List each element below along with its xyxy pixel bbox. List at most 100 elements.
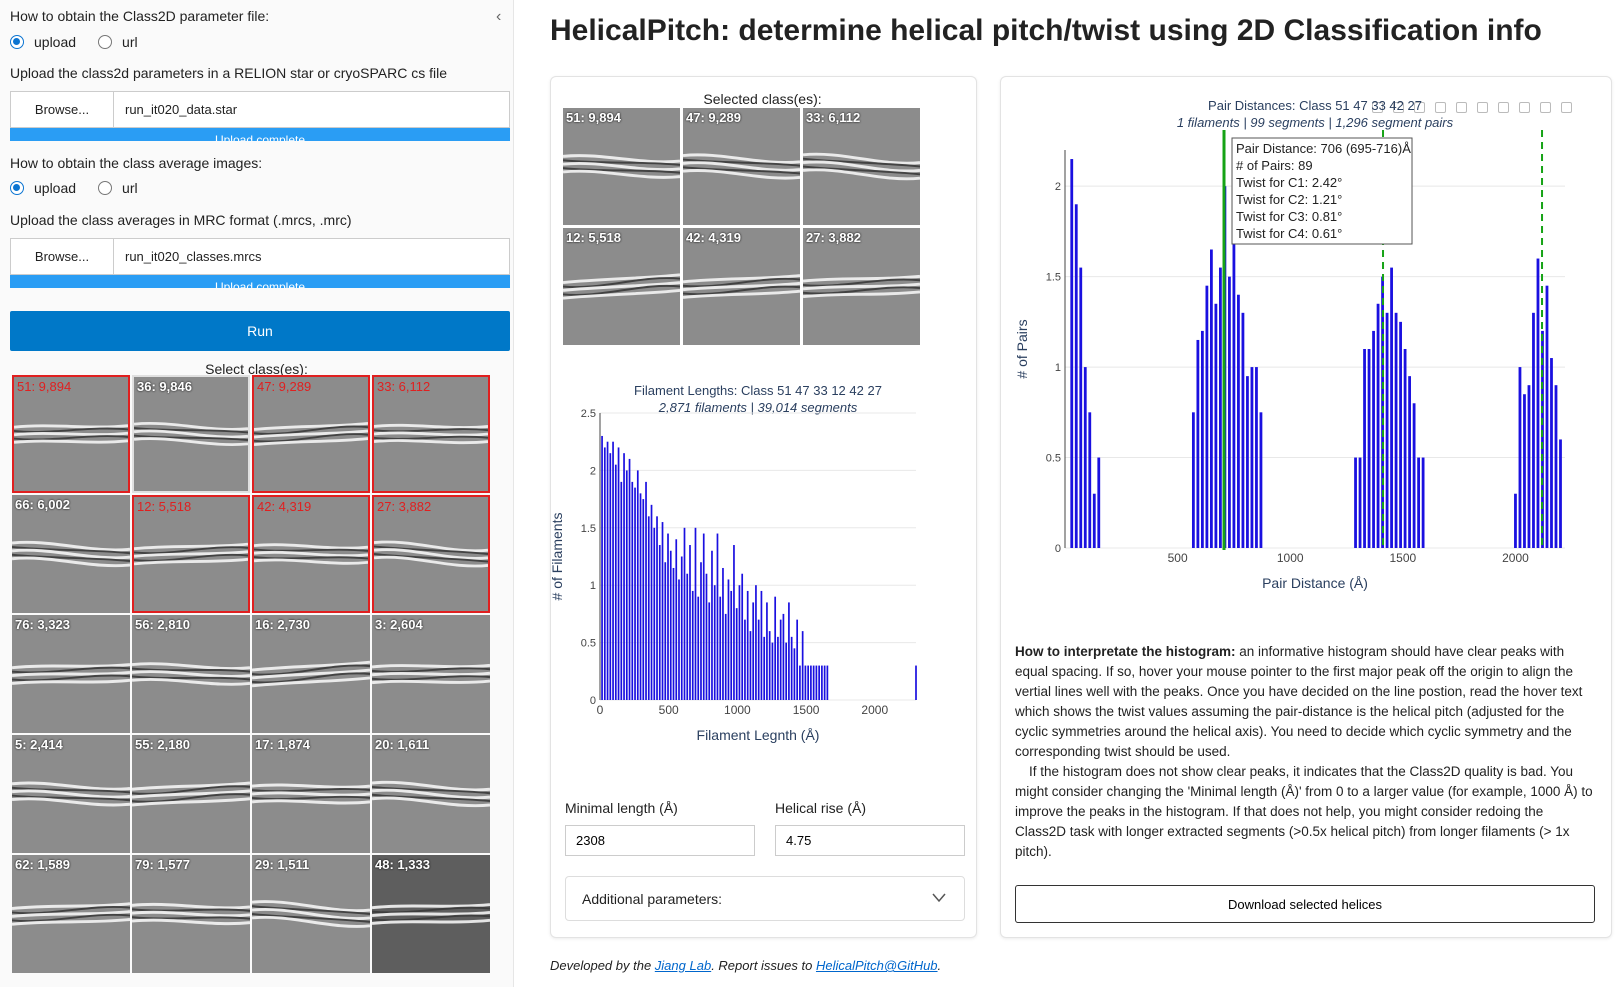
histogram-bar[interactable] <box>1083 367 1087 548</box>
histogram-bar[interactable] <box>733 545 735 700</box>
histogram-bar[interactable] <box>675 539 678 700</box>
box-select-icon[interactable] <box>1435 102 1446 113</box>
histogram-bar[interactable] <box>1399 321 1402 548</box>
histogram-bar[interactable] <box>625 470 628 700</box>
class-thumbnail[interactable]: 36: 9,846 <box>132 375 250 493</box>
class-thumbnail[interactable]: 3: 2,604 <box>372 615 490 733</box>
histogram-bar[interactable] <box>790 636 793 700</box>
histogram-bar[interactable] <box>1354 457 1357 548</box>
class-thumbnail[interactable]: 62: 1,589 <box>12 855 130 973</box>
histogram-bar[interactable] <box>777 636 779 700</box>
histogram-bar[interactable] <box>1527 385 1531 548</box>
histogram-bar[interactable] <box>1545 285 1549 548</box>
class-browse-button[interactable]: Browse... <box>11 239 114 274</box>
histogram-bar[interactable] <box>711 550 713 700</box>
histogram-bar[interactable] <box>1559 439 1562 548</box>
histogram-bar[interactable] <box>1079 267 1083 548</box>
additional-parameters-accordion[interactable]: Additional parameters: <box>565 876 965 921</box>
histogram-bar[interactable] <box>1214 303 1218 548</box>
jiang-lab-link[interactable]: Jiang Lab <box>654 958 712 973</box>
histogram-bar[interactable] <box>1237 294 1240 548</box>
class-thumbnail[interactable]: 20: 1,611 <box>372 735 490 853</box>
class-thumbnail[interactable]: 76: 3,323 <box>12 615 130 733</box>
histogram-bar[interactable] <box>606 441 609 700</box>
histogram-bar[interactable] <box>1191 412 1195 548</box>
histogram-bar[interactable] <box>623 453 625 700</box>
histogram-bar[interactable] <box>1541 330 1544 548</box>
class-thumbnail[interactable]: 48: 1,333 <box>372 855 490 973</box>
histogram-bar[interactable] <box>785 642 788 700</box>
histogram-bar[interactable] <box>708 602 711 700</box>
class-thumbnail[interactable]: 33: 6,112 <box>372 375 490 493</box>
histogram-bar[interactable] <box>1228 276 1231 548</box>
histogram-bar[interactable] <box>658 545 661 700</box>
histogram-bar[interactable] <box>744 619 746 700</box>
histogram-bar[interactable] <box>689 545 691 700</box>
histogram-bar[interactable] <box>752 602 755 700</box>
histogram-bar[interactable] <box>1092 493 1096 548</box>
histogram-bar[interactable] <box>631 481 634 700</box>
histogram-bar[interactable] <box>620 481 623 700</box>
class-thumbnail[interactable]: 56: 2,810 <box>132 615 250 733</box>
histogram-bar[interactable] <box>1412 403 1416 548</box>
class-thumbnail[interactable]: 12: 5,518 <box>132 495 250 613</box>
class-thumbnail[interactable]: 51: 9,894 <box>12 375 130 493</box>
histogram-bar[interactable] <box>1255 367 1258 548</box>
histogram-bar[interactable] <box>614 464 617 700</box>
histogram-bar[interactable] <box>1518 367 1522 548</box>
histogram-bar[interactable] <box>691 590 694 700</box>
min-length-input[interactable] <box>565 825 755 856</box>
class-thumbnail[interactable]: 27: 3,882 <box>372 495 490 613</box>
histogram-bar[interactable] <box>628 458 631 700</box>
histogram-bar[interactable] <box>738 585 741 700</box>
histogram-bar[interactable] <box>1376 303 1380 548</box>
histogram-bar[interactable] <box>771 642 774 700</box>
lasso-icon[interactable] <box>1456 102 1467 113</box>
histogram-bar[interactable] <box>768 631 771 700</box>
reset-axes-icon[interactable] <box>1540 102 1551 113</box>
histogram-bar[interactable] <box>810 665 812 700</box>
histogram-bar[interactable] <box>755 585 757 700</box>
class-thumbnail[interactable]: 5: 2,414 <box>12 735 130 853</box>
histogram-bar[interactable] <box>766 602 768 700</box>
histogram-bar[interactable] <box>697 596 700 700</box>
histogram-bar[interactable] <box>1363 349 1366 548</box>
histogram-bar[interactable] <box>656 516 658 700</box>
histogram-bar[interactable] <box>1403 349 1407 548</box>
histogram-bar[interactable] <box>1196 339 1200 548</box>
histogram-bar[interactable] <box>683 527 686 700</box>
histogram-bar[interactable] <box>686 573 689 700</box>
histogram-bar[interactable] <box>746 590 749 700</box>
histogram-bar[interactable] <box>1358 457 1362 548</box>
histogram-bar[interactable] <box>722 567 724 700</box>
histogram-bar[interactable] <box>1408 376 1411 548</box>
plotly-logo-icon[interactable] <box>1561 102 1572 113</box>
class-thumbnail[interactable]: 79: 1,577 <box>132 855 250 973</box>
histogram-bar[interactable] <box>1421 457 1425 548</box>
histogram-bar[interactable] <box>603 447 606 700</box>
histogram-bar[interactable] <box>1394 312 1398 548</box>
histogram-bar[interactable] <box>667 533 669 700</box>
histogram-bar[interactable] <box>650 504 653 700</box>
histogram-bar[interactable] <box>1200 330 1204 548</box>
class-upload-radio[interactable]: upload <box>10 180 76 196</box>
histogram-bar[interactable] <box>653 527 656 700</box>
histogram-bar[interactable] <box>735 608 738 700</box>
histogram-bar[interactable] <box>799 665 801 700</box>
histogram-bar[interactable] <box>1205 285 1209 548</box>
histogram-bar[interactable] <box>1232 231 1236 548</box>
class-thumbnail[interactable]: 16: 2,730 <box>252 615 370 733</box>
histogram-bar[interactable] <box>661 522 664 700</box>
class-thumbnail[interactable]: 47: 9,289 <box>252 375 370 493</box>
histogram-bar[interactable] <box>719 596 722 700</box>
helical-rise-input[interactable] <box>775 825 965 856</box>
histogram-bar[interactable] <box>807 665 809 700</box>
histogram-bar[interactable] <box>680 556 683 701</box>
histogram-bar[interactable] <box>774 596 777 700</box>
histogram-bar[interactable] <box>1367 349 1371 548</box>
histogram-bar[interactable] <box>645 481 647 700</box>
histogram-bar[interactable] <box>779 619 782 700</box>
histogram-bar[interactable] <box>801 631 804 700</box>
histogram-bar[interactable] <box>1532 312 1535 548</box>
histogram-bar[interactable] <box>749 631 752 700</box>
